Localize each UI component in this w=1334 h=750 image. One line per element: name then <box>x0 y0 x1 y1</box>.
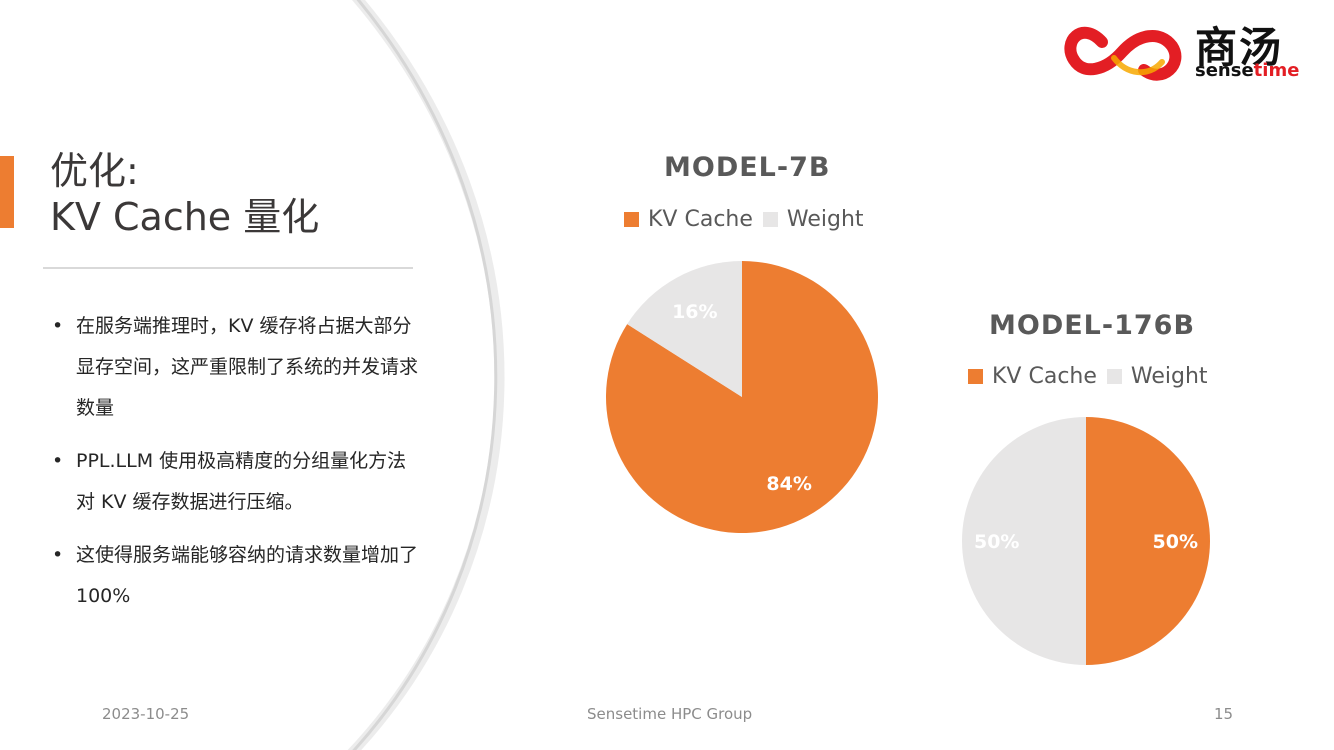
pie-data-label-weight: 50% <box>974 531 1019 553</box>
pie-data-label-weight: 16% <box>672 301 717 323</box>
bullet-item: • PPL.LLM 使用极高精度的分组量化方法对 KV 缓存数据进行压缩。 <box>50 441 420 523</box>
pie-slice-weight <box>627 261 742 397</box>
footer-center: Sensetime HPC Group <box>587 705 753 723</box>
logo-text-en-prefix: sense <box>1195 60 1254 81</box>
legend-item-kv-cache: KV Cache <box>624 207 753 232</box>
legend-item-weight: Weight <box>762 207 864 232</box>
logo-text-en: sensetime <box>1195 60 1299 81</box>
slide-title: 优化: KV Cache 量化 <box>50 148 319 240</box>
legend-label-weight: Weight <box>1130 364 1208 389</box>
legend-model-176b: KV Cache Weight <box>968 364 1218 389</box>
legend-item-weight: Weight <box>1106 364 1208 389</box>
legend-item-kv-cache: KV Cache <box>968 364 1097 389</box>
sensetime-logo <box>1064 26 1182 81</box>
bullet-text: 在服务端推理时，KV 缓存将占据大部分显存空间，这严重限制了系统的并发请求数量 <box>76 315 419 419</box>
chart-title-model-7b: MODEL-7B <box>664 152 831 183</box>
bullet-text: 这使得服务端能够容纳的请求数量增加了 100% <box>76 544 419 607</box>
chart-title-model-176b: MODEL-176B <box>989 310 1196 341</box>
bullet-dot: • <box>52 450 64 472</box>
bullet-text: PPL.LLM 使用极高精度的分组量化方法对 KV 缓存数据进行压缩。 <box>76 450 407 513</box>
logo-text-en-suffix: time <box>1253 60 1300 81</box>
pie-data-label-kv-cache: 84% <box>766 473 811 495</box>
legend-label-kv-cache: KV Cache <box>648 207 753 232</box>
pie-slice-weight <box>962 417 1086 665</box>
logo-text-cn: 商汤 <box>1195 23 1284 72</box>
pie-chart-model-7b: 84% 16% <box>606 261 878 533</box>
bullet-list: • 在服务端推理时，KV 缓存将占据大部分显存空间，这严重限制了系统的并发请求数… <box>50 306 420 629</box>
pie-slice-kv-cache <box>1086 417 1210 665</box>
legend-swatch-weight <box>762 212 778 227</box>
bullet-item: • 这使得服务端能够容纳的请求数量增加了 100% <box>50 535 420 617</box>
title-divider <box>43 267 413 269</box>
legend-label-weight: Weight <box>786 207 864 232</box>
legend-label-kv-cache: KV Cache <box>992 364 1097 389</box>
bullet-dot: • <box>52 315 64 337</box>
title-line-2: KV Cache 量化 <box>50 195 320 239</box>
footer-date: 2023-10-25 <box>102 705 190 723</box>
pie-chart-model-176b: 50% 50% <box>962 417 1210 665</box>
bullet-item: • 在服务端推理时，KV 缓存将占据大部分显存空间，这严重限制了系统的并发请求数… <box>50 306 420 429</box>
accent-bar <box>0 156 14 228</box>
legend-swatch-kv-cache <box>968 369 983 384</box>
footer-page-number: 15 <box>1214 705 1234 723</box>
legend-swatch-kv-cache <box>624 212 639 227</box>
bullet-dot: • <box>52 544 64 566</box>
legend-model-7b: KV Cache Weight <box>624 207 874 232</box>
title-line-1: 优化: <box>50 149 139 193</box>
pie-data-label-kv-cache: 50% <box>1153 531 1198 553</box>
legend-swatch-weight <box>1106 369 1122 384</box>
